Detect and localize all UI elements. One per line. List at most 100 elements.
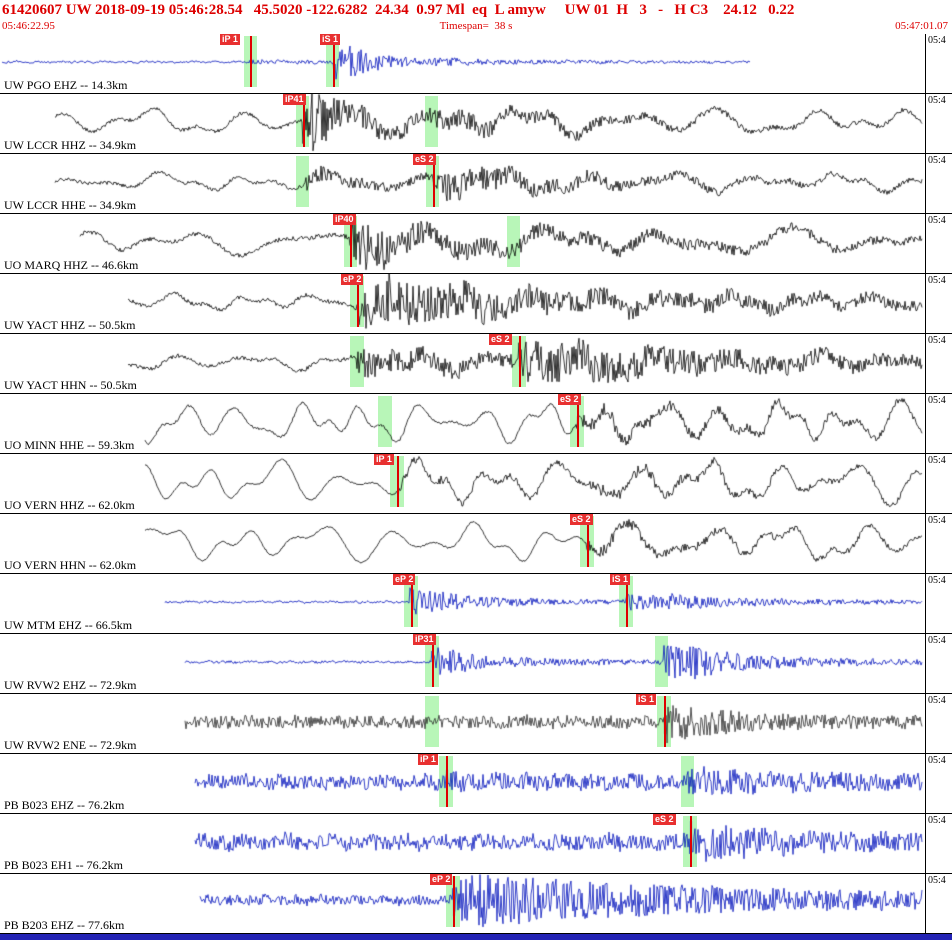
trace-time-cell: 05:4: [925, 274, 952, 333]
station-label: PB B023 EH1 -- 76.2km: [4, 858, 124, 872]
waveform[interactable]: [0, 94, 925, 153]
pick-label[interactable]: eS 2: [653, 814, 676, 825]
trace-time-cell: 05:4: [925, 34, 952, 93]
pick-line: [432, 636, 434, 687]
pick-line: [397, 456, 399, 507]
trace-time-label: 05:4: [928, 755, 946, 766]
trace-time-label: 05:4: [928, 455, 946, 466]
station-label: UW MTM EHZ -- 66.5km: [4, 618, 133, 632]
pick-label[interactable]: iP41: [283, 94, 306, 105]
pick-line: [433, 156, 435, 207]
trace-time-cell: 05:4: [925, 634, 952, 693]
pick-label[interactable]: iP40: [333, 214, 356, 225]
trace-time-cell: 05:4: [925, 94, 952, 153]
station-label: UW LCCR HHE -- 34.9km: [4, 198, 137, 212]
station-label: UO MINN HHE -- 59.3km: [4, 438, 135, 452]
trace-time-cell: 05:4: [925, 574, 952, 633]
waveform[interactable]: [0, 874, 925, 933]
pick-line: [453, 876, 455, 927]
trace-time-label: 05:4: [928, 815, 946, 826]
station-label: PB B023 EHZ -- 76.2km: [4, 798, 125, 812]
trace-time-label: 05:4: [928, 155, 946, 166]
station-label: UW RVW2 EHZ -- 72.9km: [4, 678, 137, 692]
trace-row[interactable]: UW LCCR HHZ -- 34.9km 05:4 iP41: [0, 94, 952, 154]
trace-time-label: 05:4: [928, 35, 946, 46]
pick-label[interactable]: iS 1: [636, 694, 657, 705]
pick-line: [250, 36, 252, 87]
trace-time-label: 05:4: [928, 95, 946, 106]
pick-line: [519, 336, 521, 387]
scrollbar[interactable]: [0, 934, 952, 940]
trace-row[interactable]: UW MTM EHZ -- 66.5km 05:4 eP 2 iS 1: [0, 574, 952, 634]
waveform[interactable]: [0, 274, 925, 333]
waveform[interactable]: [0, 814, 925, 873]
trace-time-cell: 05:4: [925, 694, 952, 753]
pick-label[interactable]: eP 2: [430, 874, 453, 885]
pick-line: [333, 36, 335, 87]
waveform[interactable]: [0, 754, 925, 813]
trace-row[interactable]: UW RVW2 ENE -- 72.9km 05:4 iS 1: [0, 694, 952, 754]
trace-row[interactable]: PB B023 EHZ -- 76.2km 05:4 iP 1: [0, 754, 952, 814]
pick-label[interactable]: eP 2: [341, 274, 364, 285]
trace-list: UW PGO EHZ -- 14.3km 05:4 iP 1 iS 1 UW LC…: [0, 34, 952, 934]
pick-line: [411, 576, 413, 627]
pick-label[interactable]: iP 1: [220, 34, 240, 45]
pick-line: [357, 276, 359, 327]
trace-time-label: 05:4: [928, 335, 946, 346]
trace-row[interactable]: UW YACT HHZ -- 50.5km 05:4 eP 2: [0, 274, 952, 334]
pick-label[interactable]: eS 2: [558, 394, 581, 405]
waveform[interactable]: [0, 214, 925, 273]
pick-line: [690, 816, 692, 867]
station-label: UW YACT HHZ -- 50.5km: [4, 318, 136, 332]
trace-row[interactable]: UW LCCR HHE -- 34.9km 05:4 eS 2: [0, 154, 952, 214]
window-start-time: 05:46:22.95: [2, 20, 55, 32]
trace-row[interactable]: UW PGO EHZ -- 14.3km 05:4 iP 1 iS 1: [0, 34, 952, 94]
waveform[interactable]: [0, 394, 925, 453]
pick-label[interactable]: eS 2: [489, 334, 512, 345]
waveform[interactable]: [0, 454, 925, 513]
pick-label[interactable]: iP31: [413, 634, 436, 645]
trace-time-label: 05:4: [928, 695, 946, 706]
trace-time-cell: 05:4: [925, 454, 952, 513]
trace-row[interactable]: UW RVW2 EHZ -- 72.9km 05:4 iP31: [0, 634, 952, 694]
station-label: UO VERN HHN -- 62.0km: [4, 558, 137, 572]
waveform[interactable]: [0, 514, 925, 573]
event-header: 61420607 UW 2018-09-19 05:46:28.54 45.50…: [2, 2, 795, 18]
trace-time-cell: 05:4: [925, 334, 952, 393]
trace-row[interactable]: UW YACT HHN -- 50.5km 05:4 eS 2: [0, 334, 952, 394]
trace-time-label: 05:4: [928, 635, 946, 646]
pick-line: [587, 516, 589, 567]
waveform[interactable]: [0, 154, 925, 213]
trace-row[interactable]: UO MARQ HHZ -- 46.6km 05:4 iP40: [0, 214, 952, 274]
trace-time-label: 05:4: [928, 395, 946, 406]
waveform[interactable]: [0, 634, 925, 693]
waveform[interactable]: [0, 34, 925, 93]
trace-row[interactable]: UO VERN HHN -- 62.0km 05:4 eS 2: [0, 514, 952, 574]
pick-label[interactable]: iP 1: [418, 754, 438, 765]
pick-label[interactable]: iS 1: [610, 574, 631, 585]
pick-label[interactable]: eS 2: [413, 154, 436, 165]
trace-time-cell: 05:4: [925, 814, 952, 873]
trace-row[interactable]: PB B203 EHZ -- 77.6km 05:4 eP 2: [0, 874, 952, 934]
pick-label[interactable]: eP 2: [393, 574, 416, 585]
waveform[interactable]: [0, 574, 925, 633]
pick-line: [446, 756, 448, 807]
pick-label[interactable]: iP 1: [374, 454, 394, 465]
station-label: UO MARQ HHZ -- 46.6km: [4, 258, 139, 272]
trace-row[interactable]: PB B023 EH1 -- 76.2km 05:4 eS 2: [0, 814, 952, 874]
station-label: UW LCCR HHZ -- 34.9km: [4, 138, 137, 152]
pick-line: [577, 396, 579, 447]
trace-time-cell: 05:4: [925, 154, 952, 213]
waveform[interactable]: [0, 334, 925, 393]
pick-label[interactable]: iS 1: [320, 34, 341, 45]
trace-row[interactable]: UO VERN HHZ -- 62.0km 05:4 iP 1: [0, 454, 952, 514]
waveform[interactable]: [0, 694, 925, 753]
pick-line: [626, 576, 628, 627]
pick-line: [303, 96, 305, 147]
station-label: UO VERN HHZ -- 62.0km: [4, 498, 135, 512]
pick-line: [664, 696, 666, 747]
trace-row[interactable]: UO MINN HHE -- 59.3km 05:4 eS 2: [0, 394, 952, 454]
station-label: PB B203 EHZ -- 77.6km: [4, 918, 125, 932]
pick-label[interactable]: eS 2: [570, 514, 593, 525]
